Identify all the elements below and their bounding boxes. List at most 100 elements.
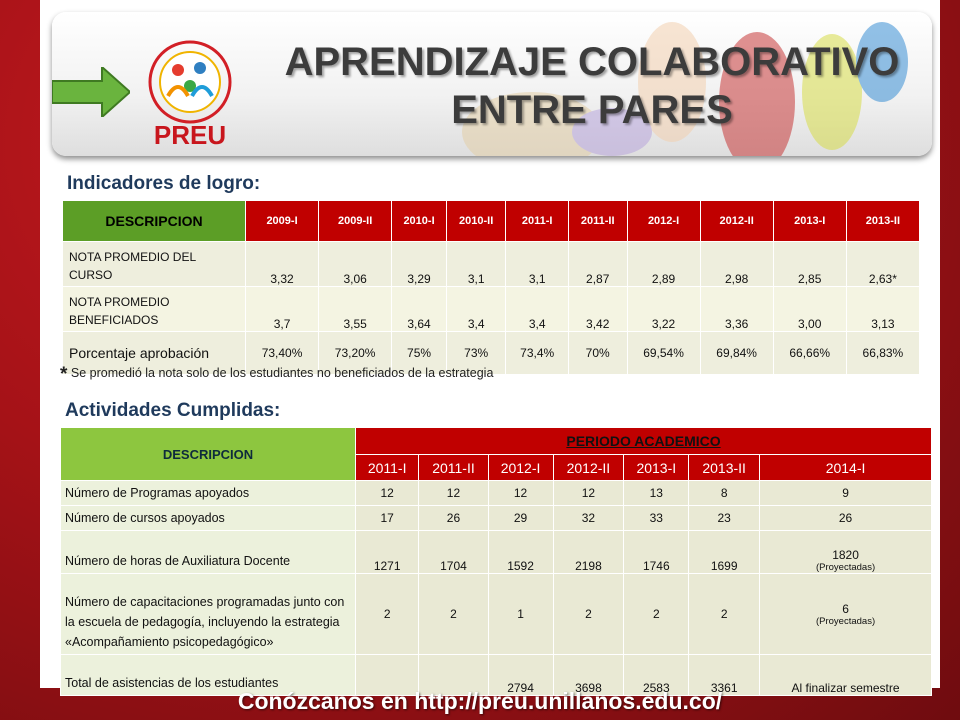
logros-period-header: 2011-II (567, 200, 628, 242)
actividades-period-header: 2012-II (552, 454, 625, 481)
actividades-period-header: 2014-I (759, 454, 932, 481)
actividades-header-row: DESCRIPCION PERIODO ACADEMICO (60, 427, 932, 481)
table-cell: 9 (759, 480, 932, 506)
table-cell: 12 (418, 480, 489, 506)
logros-period-header: 2009-II (318, 200, 393, 242)
actividades-period-header: 2013-I (623, 454, 690, 481)
background-figures-art (462, 22, 908, 156)
table-cell: 3,36 (699, 286, 774, 332)
table-cell: 3,22 (626, 286, 701, 332)
table-row: Número de capacitaciones programadas jun… (60, 573, 932, 655)
table-cell: 1820 (Proyectadas) (759, 530, 932, 574)
table-cell: 2 (688, 573, 761, 655)
table-cell: 70% (567, 331, 628, 375)
table-cell: 26 (418, 505, 489, 531)
actividades-period-header: 2011-I (354, 454, 420, 481)
table-cell: 73,40% (244, 331, 320, 375)
title-line-2: ENTRE PARES (451, 88, 733, 132)
table-cell: 2,63* (845, 241, 921, 287)
logo-label: PREU (153, 120, 227, 150)
table-cell: 12 (354, 480, 420, 506)
table-cell: 1699 (688, 530, 761, 574)
table-cell: 1704 (418, 530, 489, 574)
cell-main: 1820 (832, 548, 859, 562)
table-cell: 3,42 (567, 286, 628, 332)
table-cell: 13 (623, 480, 690, 506)
table-cell: 3,64 (391, 286, 447, 332)
title-line-1: APRENDIZAJE COLABORATIVO (284, 40, 900, 84)
logros-period-header: 2010-II (445, 200, 507, 242)
table-cell: 2794 (487, 654, 554, 696)
table-cell: 3,7 (244, 286, 320, 332)
table-cell: Al finalizar semestre (759, 654, 932, 696)
row-label: Porcentaje aprobación (62, 331, 246, 375)
footnote-text: Se promedió la nota solo de los estudian… (70, 366, 494, 380)
table-cell: 2 (552, 573, 625, 655)
table-cell: 66,66% (772, 331, 847, 375)
table-cell: 3698 (552, 654, 625, 696)
table-cell: 1 (487, 573, 554, 655)
table-cell: 73,4% (505, 331, 569, 375)
logros-period-header: 2011-I (505, 200, 569, 242)
table-cell: 1746 (623, 530, 690, 574)
table-cell: 2 (623, 573, 690, 655)
table-cell: 2 (354, 573, 420, 655)
table-cell: 2,87 (567, 241, 628, 287)
logros-period-header: 2013-II (845, 200, 921, 242)
logros-period-header: 2012-I (626, 200, 701, 242)
table-cell: 3,29 (391, 241, 447, 287)
table-cell: 32 (552, 505, 625, 531)
table-row: Total de asistencias de los estudiantes … (60, 654, 932, 696)
table-cell: 69,54% (626, 331, 701, 375)
green-arrow-icon (52, 67, 130, 117)
footnote: * Se promedió la nota solo de los estudi… (60, 364, 493, 386)
row-label: Número de Programas apoyados (60, 480, 356, 506)
table-cell: 1592 (487, 530, 554, 574)
preu-logo-icon (148, 40, 232, 124)
table-row: Número de Programas apoyados 12 12 12 12… (60, 480, 932, 506)
table-cell: 3,32 (244, 241, 320, 287)
table-cell: 3,00 (772, 286, 847, 332)
preu-logo: PREU (144, 34, 236, 156)
cell-sub: (Proyectadas) (815, 615, 876, 627)
logros-header-row: DESCRIPCION 2009-I 2009-II 2010-I 2010-I… (62, 200, 921, 242)
row-label: Número de capacitaciones programadas jun… (60, 573, 356, 655)
cell-main: 6 (842, 601, 849, 616)
actividades-period-header: 2012-I (487, 454, 554, 481)
table-cell: 8 (688, 480, 761, 506)
table-cell: 29 (487, 505, 554, 531)
actividades-heading: Actividades Cumplidas: (65, 400, 281, 421)
actividades-period-header: 2011-II (418, 454, 489, 481)
logros-table: DESCRIPCION 2009-I 2009-II 2010-I 2010-I… (62, 200, 921, 375)
table-cell: 2583 (623, 654, 690, 696)
row-label: Total de asistencias de los estudiantes (60, 654, 356, 696)
table-row: Número de cursos apoyados 17 26 29 32 33… (60, 505, 932, 531)
cell-sub: (Proyectadas) (815, 562, 876, 573)
table-row: Porcentaje aprobación 73,40% 73,20% 75% … (62, 331, 921, 375)
footnote-star: * (60, 364, 68, 385)
row-label: NOTA PROMEDIO BENEFICIADOS (62, 286, 246, 332)
table-cell: 75% (391, 331, 447, 375)
table-cell: 1271 (354, 530, 420, 574)
table-cell: 3,1 (445, 241, 507, 287)
table-cell: 12 (487, 480, 554, 506)
actividades-period-row: 2011-I 2011-II 2012-I 2012-II 2013-I 201… (61, 454, 932, 481)
periodo-academico-header: PERIODO ACADEMICO (355, 427, 932, 455)
table-cell: 3,4 (445, 286, 507, 332)
table-cell: 3361 (688, 654, 761, 696)
table-cell: 3,1 (505, 241, 569, 287)
logros-period-header: 2012-II (699, 200, 774, 242)
table-cell: 6 (Proyectadas) (759, 573, 932, 655)
row-label: Número de horas de Auxiliatura Docente (60, 530, 356, 574)
table-cell (354, 654, 420, 696)
table-cell: 2198 (552, 530, 625, 574)
table-cell (418, 654, 489, 696)
table-cell: 26 (759, 505, 932, 531)
table-cell: 33 (623, 505, 690, 531)
actividades-table: DESCRIPCION PERIODO ACADEMICO 2011-I 201… (60, 427, 932, 696)
logros-period-header: 2013-I (772, 200, 847, 242)
table-cell: 73% (445, 331, 507, 375)
actividades-period-header: 2013-II (688, 454, 761, 481)
logros-period-header: 2010-I (391, 200, 447, 242)
footer-link-text: Conózcanos en http://preu.unillanos.edu.… (237, 688, 723, 714)
